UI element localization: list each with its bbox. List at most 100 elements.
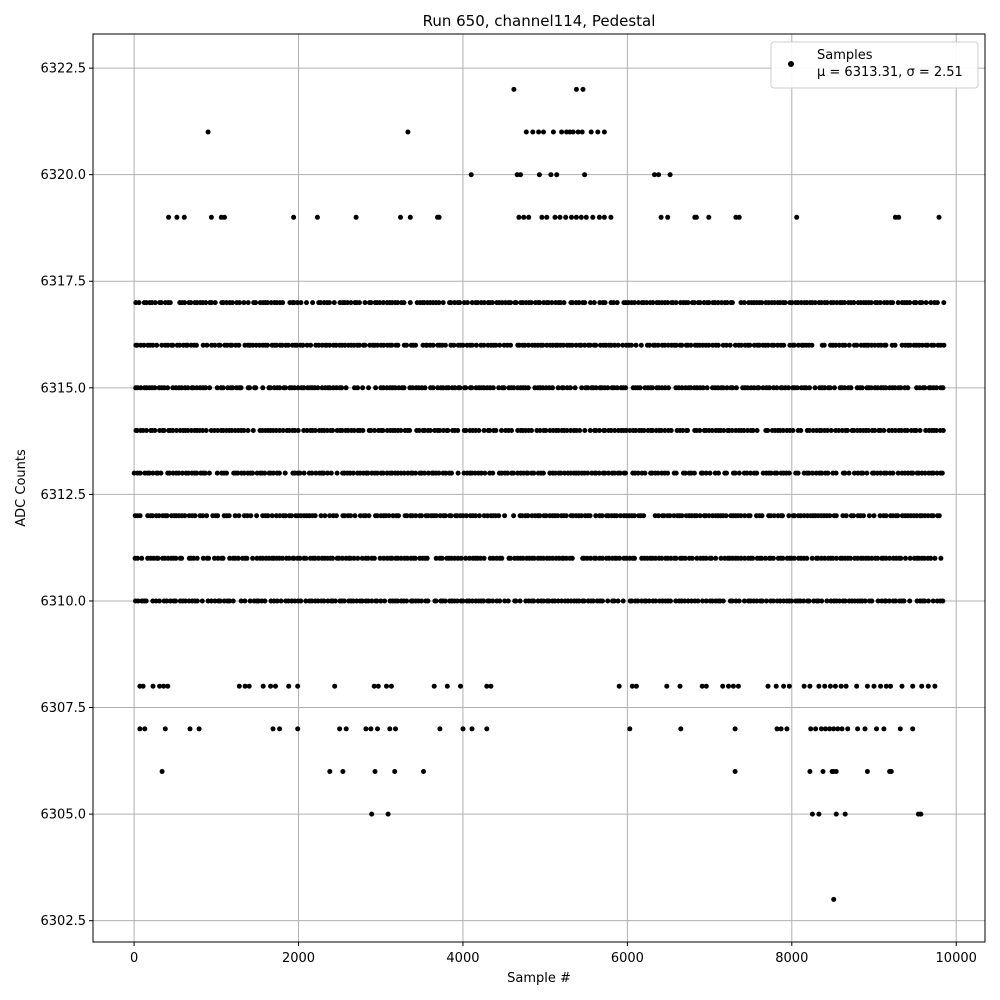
sample-point [745, 385, 750, 391]
sample-point [899, 683, 905, 689]
sample-point [688, 342, 694, 348]
sample-point [208, 598, 214, 604]
sample-point [182, 300, 188, 306]
sample-point [268, 683, 274, 689]
sample-point [245, 300, 251, 306]
sample-point [298, 598, 304, 604]
sample-point [442, 342, 448, 348]
y-tick-label: 6307.5 [41, 701, 87, 716]
sample-point [682, 470, 688, 476]
sample-point [579, 385, 585, 391]
sample-point [828, 428, 834, 433]
sample-point [673, 300, 679, 306]
sample-point [918, 811, 924, 817]
sample-point [173, 555, 179, 561]
sample-point [550, 129, 556, 135]
sample-point [784, 726, 790, 732]
sample-point [815, 555, 821, 561]
sample-point [162, 726, 168, 732]
sample-point [883, 683, 889, 689]
x-axis-title: Sample # [507, 971, 571, 986]
sample-point [448, 300, 454, 306]
sample-point [720, 598, 726, 604]
sample-point [741, 428, 747, 433]
sample-point [928, 300, 934, 306]
sample-point [706, 214, 712, 220]
sample-point [156, 513, 162, 519]
sample-point [730, 683, 736, 689]
sample-point [285, 342, 291, 348]
sample-point [363, 726, 369, 732]
sample-point [913, 428, 919, 433]
sample-point [756, 385, 762, 391]
sample-point [295, 683, 301, 689]
sample-point [200, 428, 206, 433]
sample-point [389, 555, 395, 561]
sample-point [460, 342, 466, 348]
sample-point [321, 598, 327, 604]
sample-point [895, 513, 901, 519]
sample-point [295, 428, 301, 433]
sample-point [839, 726, 845, 732]
sample-point [439, 555, 445, 561]
sample-point [220, 385, 226, 391]
sample-point [537, 428, 543, 433]
sample-point [176, 470, 182, 476]
sample-point [886, 598, 892, 604]
y-tick-label: 6305.0 [41, 808, 87, 823]
sample-point [738, 513, 744, 519]
sample-point [355, 385, 361, 391]
sample-point [509, 428, 514, 433]
sample-point [424, 555, 430, 561]
sample-point [236, 683, 242, 689]
y-tick-label: 6315.0 [41, 381, 87, 396]
sample-point [789, 598, 794, 604]
sample-point [700, 470, 706, 476]
sample-point [304, 300, 309, 306]
sample-point [864, 470, 870, 476]
sample-point [786, 470, 792, 476]
sample-point [575, 129, 581, 135]
sample-point [699, 683, 705, 689]
sample-point [316, 342, 322, 348]
sample-point [721, 428, 727, 433]
sample-point [939, 470, 945, 476]
sample-point [606, 555, 612, 561]
sample-point [827, 726, 833, 732]
sample-point [694, 555, 700, 561]
sample-point [362, 300, 368, 306]
sample-point [458, 555, 464, 561]
sample-point [789, 300, 795, 306]
sample-point [523, 129, 529, 135]
sample-point [922, 385, 928, 391]
sample-point [587, 342, 593, 348]
sample-point [490, 555, 496, 561]
sample-point [412, 555, 418, 561]
sample-point [154, 342, 160, 348]
sample-point [869, 598, 875, 604]
sample-point [469, 726, 475, 732]
sample-point [265, 342, 270, 348]
sample-point [596, 214, 602, 220]
sample-point [375, 683, 381, 689]
sample-point [816, 683, 822, 689]
sample-point [786, 683, 792, 689]
sample-point [766, 385, 772, 391]
sample-point [157, 683, 163, 689]
sample-point [605, 598, 611, 604]
sample-point [481, 598, 487, 604]
sample-point [771, 598, 776, 604]
sample-point [315, 385, 321, 391]
sample-point [869, 555, 875, 561]
sample-point [262, 470, 268, 476]
sample-point [635, 470, 641, 476]
sample-point [173, 598, 179, 604]
sample-point [185, 385, 191, 391]
sample-point [578, 513, 584, 519]
sample-point [388, 683, 394, 689]
sample-point [892, 342, 898, 348]
sample-point [543, 428, 549, 433]
sample-point [280, 300, 286, 306]
sample-point [845, 726, 851, 732]
sample-point [277, 726, 283, 732]
